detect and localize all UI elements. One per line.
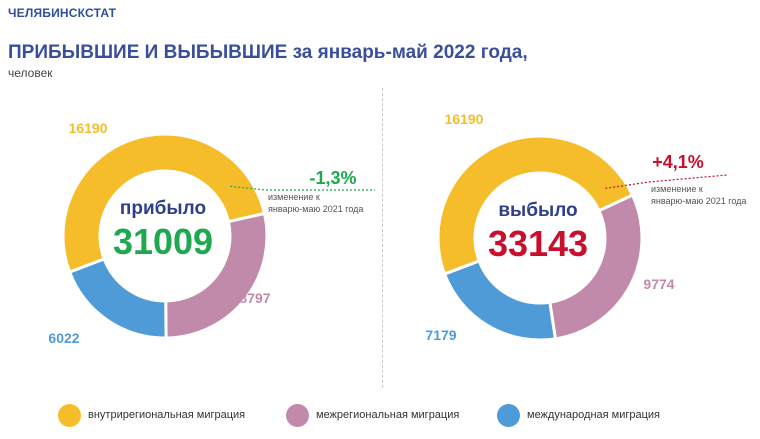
donut-departed-caption: выбыло [498,200,577,221]
donut-arrived-total: 31009 [113,221,213,262]
legend-label-interregional: межрегиональная миграция [316,409,460,421]
donut-departed-segment-intraregional [436,134,635,276]
donut-departed-change-note-line2: январю-маю 2021 года [651,196,746,206]
donut-arrived-caption: прибыло [120,198,206,219]
legend-item-interregional: межрегиональная миграция [286,402,459,428]
legend-swatch-international [497,403,520,427]
donut-arrived-leader-line [230,185,375,191]
donut-arrived-change-note-line1: изменение к [268,192,320,202]
donut-arrived-change: -1,3% [309,168,356,188]
donut-arrived-change-note-line2: январю-маю 2021 года [268,204,363,214]
donut-arrived-value-label-interregional: 8797 [239,290,270,306]
legend-swatch-intraregional [58,403,81,427]
donut-departed-leader-line [605,174,728,189]
legend-item-intraregional: внутрирегиональная миграция [58,402,245,428]
legend-item-international: международная миграция [497,402,660,428]
donut-departed-value-label-intraregional: 16190 [445,111,484,127]
donut-arrived-value-label-international: 6022 [48,330,79,346]
donut-arrived-value-label-intraregional: 16190 [69,120,108,136]
legend-swatch-interregional [286,403,309,427]
donut-departed-segment-international [442,259,558,342]
donut-departed-total: 33143 [488,223,588,264]
donut-departed-change-note-line1: изменение к [651,184,703,194]
donut-arrived-segment-international [67,257,168,340]
donut-departed-value-label-international: 7179 [425,327,456,343]
donut-departed-change: +4,1% [652,152,704,172]
legend-label-intraregional: внутрирегиональная миграция [88,409,246,421]
legend-label-international: международная миграция [527,409,660,421]
donut-departed-value-label-interregional: 9774 [643,276,674,292]
donut-arrived-segment-intraregional [61,132,267,274]
page-title: ПРИБЫВШИЕ И ВЫБЫВШИЕ за январь-май 2022 … [8,42,528,63]
chart-divider [382,88,383,388]
organization-name: ЧЕЛЯБИНСКСТАТ [8,6,117,20]
page-subtitle: человек [8,66,53,80]
donut-departed-segment-interregional [548,193,644,341]
